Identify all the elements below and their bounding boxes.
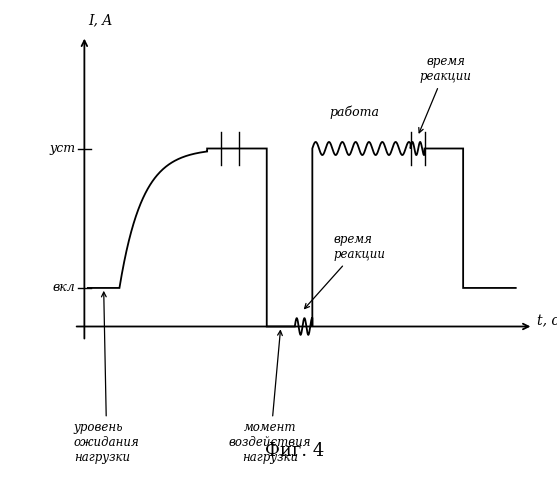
Text: вкл: вкл: [53, 282, 76, 294]
Text: уровень
ожидания
нагрузки: уровень ожидания нагрузки: [74, 292, 140, 464]
Text: время
реакции: время реакции: [419, 55, 472, 133]
Text: момент
воздействия
нагрузки: момент воздействия нагрузки: [229, 330, 311, 464]
Text: Фиг. 4: Фиг. 4: [265, 442, 324, 460]
Text: t, c: t, c: [537, 314, 557, 328]
Text: уст: уст: [50, 142, 76, 155]
Text: работа: работа: [329, 106, 379, 119]
Text: I, A: I, A: [88, 13, 112, 27]
Text: время
реакции: время реакции: [305, 233, 385, 308]
